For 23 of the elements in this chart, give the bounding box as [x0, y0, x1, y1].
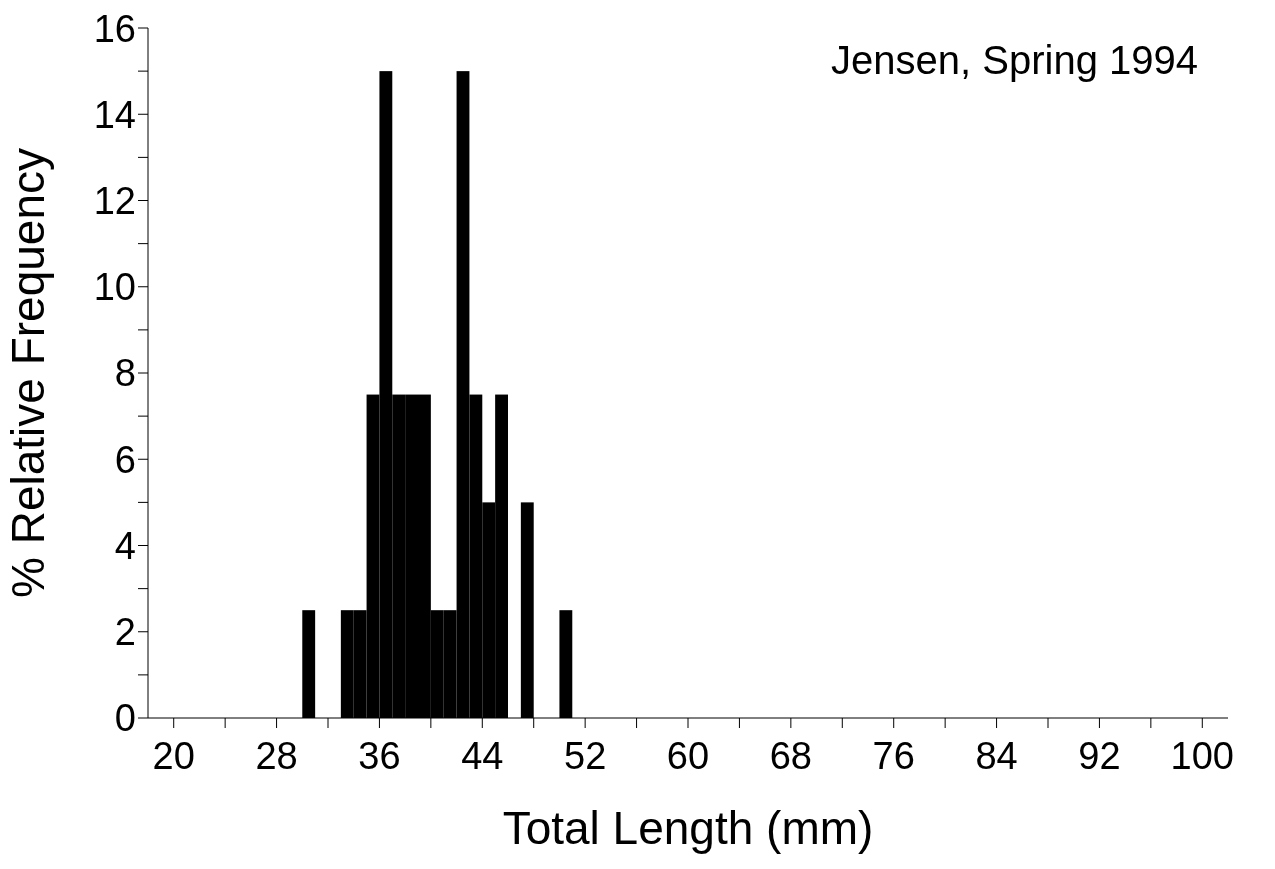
y-tick-label: 12: [93, 179, 136, 222]
y-tick-label: 16: [93, 7, 136, 50]
y-tick-label: 10: [93, 266, 136, 309]
x-tick-label: 100: [1170, 734, 1234, 777]
x-tick-label: 36: [358, 734, 401, 777]
x-tick-label: 84: [975, 734, 1018, 777]
y-tick-label: 0: [114, 697, 136, 740]
y-tick-label: 6: [114, 438, 136, 481]
x-tick-label: 68: [769, 734, 812, 777]
x-axis-title: Total Length (mm): [502, 802, 874, 854]
x-tick-label: 60: [666, 734, 710, 777]
x-tick-label: 76: [872, 734, 915, 777]
x-tick-label: 52: [564, 734, 607, 777]
x-tick-label: 20: [152, 734, 195, 777]
y-tick-label: 2: [114, 611, 136, 654]
y-tick-label: 14: [93, 93, 136, 136]
x-tick-label: 92: [1078, 734, 1121, 777]
x-tick-label: 28: [255, 734, 298, 777]
y-axis-title: % Relative Frequency: [2, 148, 55, 598]
annotation: Jensen, Spring 1994: [831, 38, 1198, 83]
x-tick-label: 44: [461, 734, 504, 777]
y-tick-label: 4: [114, 524, 136, 567]
y-tick-label: 8: [114, 352, 136, 395]
